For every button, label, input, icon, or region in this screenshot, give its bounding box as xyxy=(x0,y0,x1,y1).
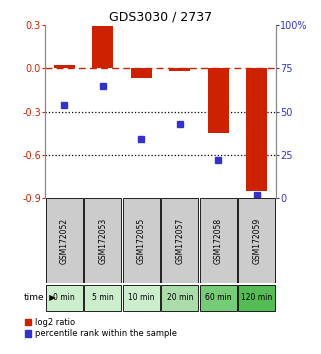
Bar xyxy=(84,285,121,311)
Text: 0 min: 0 min xyxy=(53,293,75,302)
Text: GSM172059: GSM172059 xyxy=(252,218,261,264)
Text: GSM172052: GSM172052 xyxy=(60,218,69,264)
Bar xyxy=(208,68,229,133)
Text: GSM172055: GSM172055 xyxy=(137,218,146,264)
Bar xyxy=(123,285,160,311)
Text: 20 min: 20 min xyxy=(167,293,193,302)
Bar xyxy=(131,68,152,78)
Bar xyxy=(246,68,267,191)
Bar xyxy=(46,285,83,311)
Bar xyxy=(200,198,237,283)
Text: GSM172057: GSM172057 xyxy=(175,218,184,264)
Legend: log2 ratio, percentile rank within the sample: log2 ratio, percentile rank within the s… xyxy=(22,315,180,342)
Bar xyxy=(161,198,198,283)
Title: GDS3030 / 2737: GDS3030 / 2737 xyxy=(109,11,212,24)
Bar xyxy=(238,285,275,311)
Bar xyxy=(200,285,237,311)
Bar xyxy=(161,285,198,311)
Text: time: time xyxy=(23,293,44,302)
Text: 10 min: 10 min xyxy=(128,293,154,302)
Text: GSM172058: GSM172058 xyxy=(214,218,223,264)
Text: 60 min: 60 min xyxy=(205,293,231,302)
Bar xyxy=(238,198,275,283)
Bar xyxy=(84,198,121,283)
Text: GSM172053: GSM172053 xyxy=(98,218,107,264)
Bar xyxy=(123,198,160,283)
Bar xyxy=(54,65,75,68)
Bar xyxy=(46,198,83,283)
Text: ▶: ▶ xyxy=(44,293,56,302)
Text: 120 min: 120 min xyxy=(241,293,273,302)
Bar xyxy=(169,68,190,71)
Bar xyxy=(92,26,113,68)
Text: 5 min: 5 min xyxy=(92,293,114,302)
